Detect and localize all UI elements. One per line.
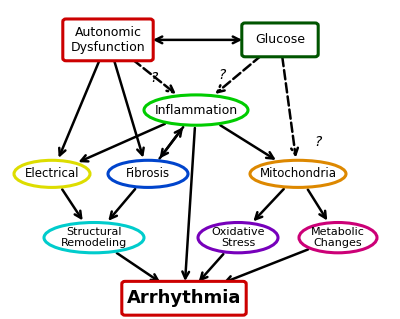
Text: Metabolic
Changes: Metabolic Changes [311,227,365,249]
Ellipse shape [250,160,346,188]
Ellipse shape [198,223,278,253]
FancyBboxPatch shape [122,281,246,315]
FancyBboxPatch shape [63,19,153,61]
Text: ?: ? [314,135,322,149]
Ellipse shape [108,160,188,188]
Text: Arrhythmia: Arrhythmia [127,289,241,307]
Text: Autonomic
Dysfunction: Autonomic Dysfunction [71,26,145,54]
Ellipse shape [299,223,377,253]
Text: Electrical: Electrical [25,167,79,180]
Text: Structural
Remodeling: Structural Remodeling [61,227,127,249]
Text: Oxidative
Stress: Oxidative Stress [211,227,265,249]
Ellipse shape [14,160,90,188]
Text: Fibrosis: Fibrosis [126,167,170,180]
Ellipse shape [44,223,144,253]
Text: ?: ? [150,71,158,85]
Text: Inflammation: Inflammation [154,104,238,116]
Ellipse shape [144,95,248,125]
Text: Glucose: Glucose [255,33,305,46]
Text: Mitochondria: Mitochondria [260,167,336,180]
Text: ?: ? [218,68,226,82]
FancyBboxPatch shape [242,23,318,57]
